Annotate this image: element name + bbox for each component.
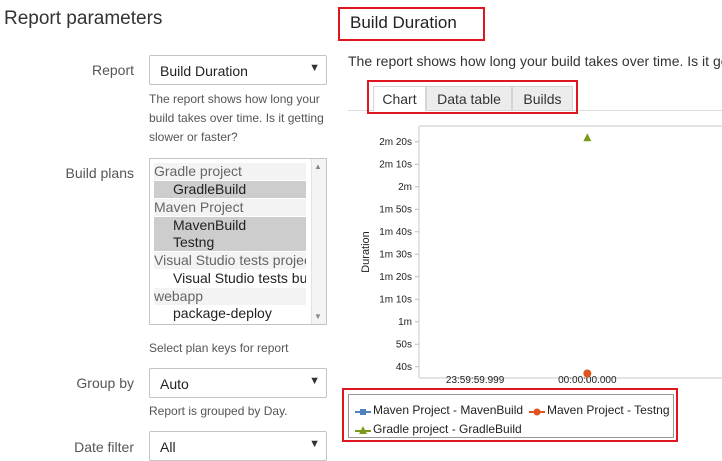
panel-title: Report parameters: [4, 8, 163, 29]
group-by-help: Report is grouped by Day.: [149, 404, 288, 418]
report-select-value: Build Duration: [160, 63, 248, 79]
y-tick-label: 1m 20s: [379, 272, 412, 283]
report-select[interactable]: Build Duration ▼: [149, 55, 327, 85]
scroll-down-icon[interactable]: ▼: [314, 312, 322, 321]
date-filter-select-value: All: [160, 439, 176, 455]
report-help-line: build takes over time. Is it getting: [149, 111, 324, 125]
report-label: Report: [91, 62, 134, 78]
chart-legend: Maven Project - MavenBuild Maven Project…: [348, 394, 674, 438]
listbox-option-gradlebuild[interactable]: GradleBuild: [154, 181, 306, 198]
y-axis-title: Duration: [360, 231, 372, 273]
y-tick-label: 1m: [398, 317, 412, 328]
group-by-select-value: Auto: [160, 376, 189, 392]
legend-label-mavenbuild[interactable]: Maven Project - MavenBuild: [373, 403, 524, 417]
caret-down-icon: ▼: [309, 62, 320, 74]
group-by-label: Group by: [76, 375, 134, 391]
listbox-option-testng[interactable]: Testng: [154, 234, 306, 251]
y-tick-label: 1m 10s: [379, 294, 412, 305]
listbox-group-maven: Maven Project: [154, 199, 306, 216]
legend-label-testng[interactable]: Maven Project - Testng: [547, 403, 670, 417]
listbox-option-package-deploy[interactable]: package-deploy: [173, 305, 272, 321]
listbox-scrollbar[interactable]: ▲ ▼: [311, 159, 326, 324]
legend-marker-testng: [529, 404, 545, 422]
x-tick-label: 23:59:59.999: [446, 375, 505, 386]
listbox-option-vs-build[interactable]: Visual Studio tests build: [173, 270, 306, 286]
scroll-up-icon[interactable]: ▲: [314, 162, 322, 171]
listbox-option-mavenbuild[interactable]: MavenBuild: [154, 217, 306, 234]
listbox-group-gradle: Gradle project: [154, 163, 306, 180]
x-tick-label: 00:00:00.000: [558, 375, 617, 386]
main-title-box: Build Duration: [338, 7, 485, 41]
y-tick-label: 1m 50s: [379, 204, 412, 215]
legend-marker-mavenbuild: [355, 404, 371, 422]
caret-down-icon: ▼: [309, 375, 320, 387]
report-description: The report shows how long your build tak…: [348, 53, 722, 69]
legend-label-gradlebuild[interactable]: Gradle project - GradleBuild: [373, 422, 522, 436]
y-tick-label: 1m 40s: [379, 227, 412, 238]
date-filter-label: Date filter: [74, 439, 134, 455]
date-filter-select[interactable]: All ▼: [149, 431, 327, 461]
group-by-select[interactable]: Auto ▼: [149, 368, 327, 398]
tab-data-table[interactable]: Data table: [426, 86, 512, 111]
report-help-line: slower or faster?: [149, 130, 238, 144]
tab-builds[interactable]: Builds: [512, 86, 573, 111]
y-tick-label: 40s: [396, 362, 412, 373]
duration-chart: 40s 50s 1m 1m 10s 1m 20s 1m 30s 1m 40s 1m 50s 2m…: [360, 125, 722, 386]
y-tick-label: 2m 10s: [379, 159, 412, 170]
y-tick-label: 2m 20s: [379, 137, 412, 148]
page-title: Build Duration: [350, 13, 457, 32]
build-plans-listbox[interactable]: Gradle project GradleBuild Maven Project…: [149, 158, 327, 325]
legend-highlight: Maven Project - MavenBuild Maven Project…: [342, 388, 678, 442]
listbox-group-webapp: webapp: [154, 288, 306, 305]
y-tick-label: 1m 30s: [379, 249, 412, 260]
report-help: The report shows how long your build tak…: [149, 90, 324, 147]
report-help-line: The report shows how long your: [149, 92, 320, 106]
listbox-group-visual-studio: Visual Studio tests project: [154, 252, 306, 269]
tabs-highlight: Chart Data table Builds: [367, 80, 578, 114]
build-plans-help: Select plan keys for report: [149, 341, 289, 355]
caret-down-icon: ▼: [309, 438, 320, 450]
build-plans-label: Build plans: [65, 165, 135, 181]
tab-chart[interactable]: Chart: [373, 86, 426, 111]
legend-marker-gradlebuild: [355, 423, 371, 441]
y-tick-label: 2m: [398, 182, 412, 193]
y-tick-label: 50s: [396, 339, 412, 350]
data-point-gradlebuild: [583, 133, 592, 142]
data-point-testng: [583, 369, 592, 378]
